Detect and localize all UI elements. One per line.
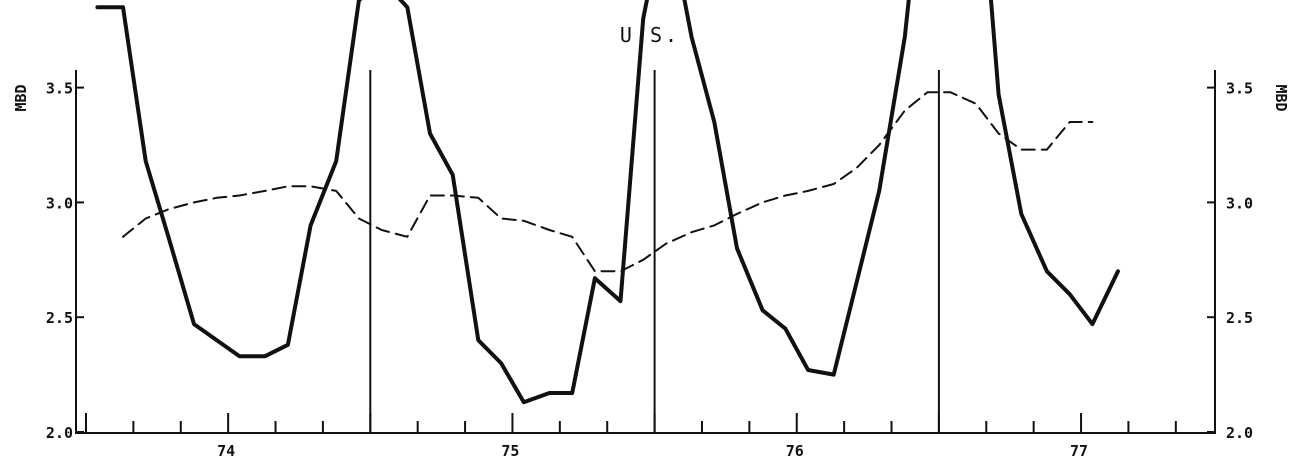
- chart-title: U.S.: [620, 23, 680, 47]
- y-tick-label-left: 2.0: [46, 424, 73, 442]
- x-tick-label: 76: [786, 442, 804, 460]
- y-axis-ticks: 2.02.02.52.53.03.03.53.54.04.04.54.55.05…: [46, 80, 1253, 442]
- x-tick-label: 74: [217, 442, 235, 460]
- y-tick-label-left: 3.0: [46, 194, 73, 212]
- series-line-solid: [95, 0, 1120, 405]
- y-tick-label-right: 2.5: [1226, 309, 1253, 327]
- series-lines: [95, 0, 1120, 405]
- vertical-reference-lines: [369, 70, 940, 433]
- y-tick-label-right: 3.5: [1226, 80, 1253, 98]
- x-tick-label: 77: [1070, 442, 1088, 460]
- y-tick-label-right: 3.0: [1226, 194, 1253, 212]
- y-axis-label-left: MBD: [12, 84, 30, 111]
- y-tick-label-left: 2.5: [46, 309, 73, 327]
- series-line-dashed: [122, 91, 1094, 273]
- y-axis-label-right: MBD: [1272, 84, 1290, 111]
- x-axis-ticks: 74 75 76 77: [85, 413, 1177, 460]
- y-tick-label-right: 2.0: [1226, 424, 1253, 442]
- y-tick-label-left: 3.5: [46, 80, 73, 98]
- x-tick-label: 75: [501, 442, 519, 460]
